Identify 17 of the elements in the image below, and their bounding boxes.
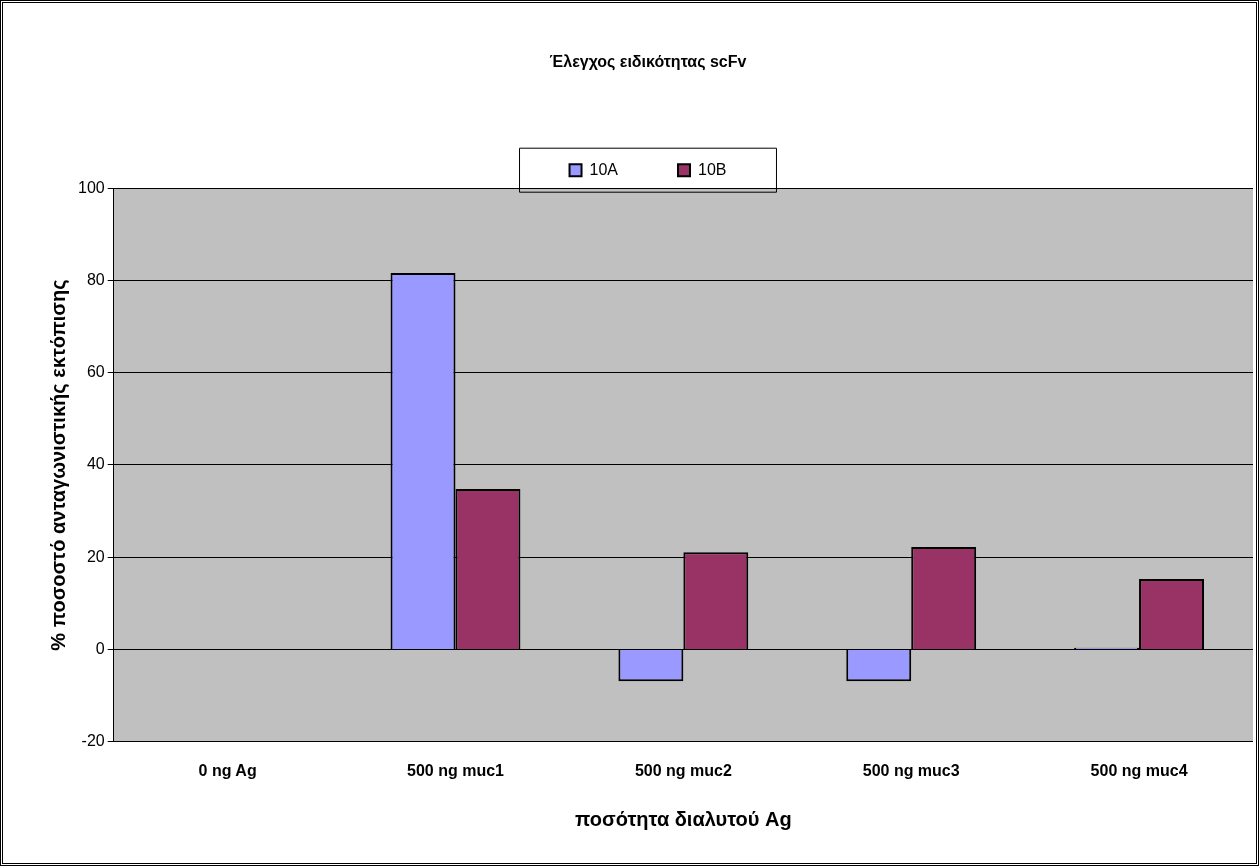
y-tick-label: 80 [86,270,105,288]
chart-title: Έλεγχος ειδικότητας scFv [549,53,747,72]
y-tick-label: 60 [86,363,105,381]
x-tick-label: 500 ng muc2 [634,761,732,779]
y-tick-label: 40 [86,455,105,473]
legend-label: 10A [589,160,619,178]
x-tick-label: 500 ng muc1 [407,761,505,779]
x-axis-title: ποσότητα διαλυτού Ag [575,807,792,830]
y-tick-label: -20 [81,732,105,750]
y-tick-label: 0 [95,639,105,657]
y-tick-label: 100 [77,178,105,196]
x-tick-label: 500 ng muc3 [862,761,960,779]
y-axis-title: % ποσοστό ανταγωνιστικής εκτόπισης [46,279,69,651]
legend-label: 10B [698,160,727,178]
x-tick-label: 0 ng Ag [198,761,257,779]
y-tick-label: 20 [86,547,105,565]
x-tick-label: 500 ng muc4 [1090,761,1188,779]
